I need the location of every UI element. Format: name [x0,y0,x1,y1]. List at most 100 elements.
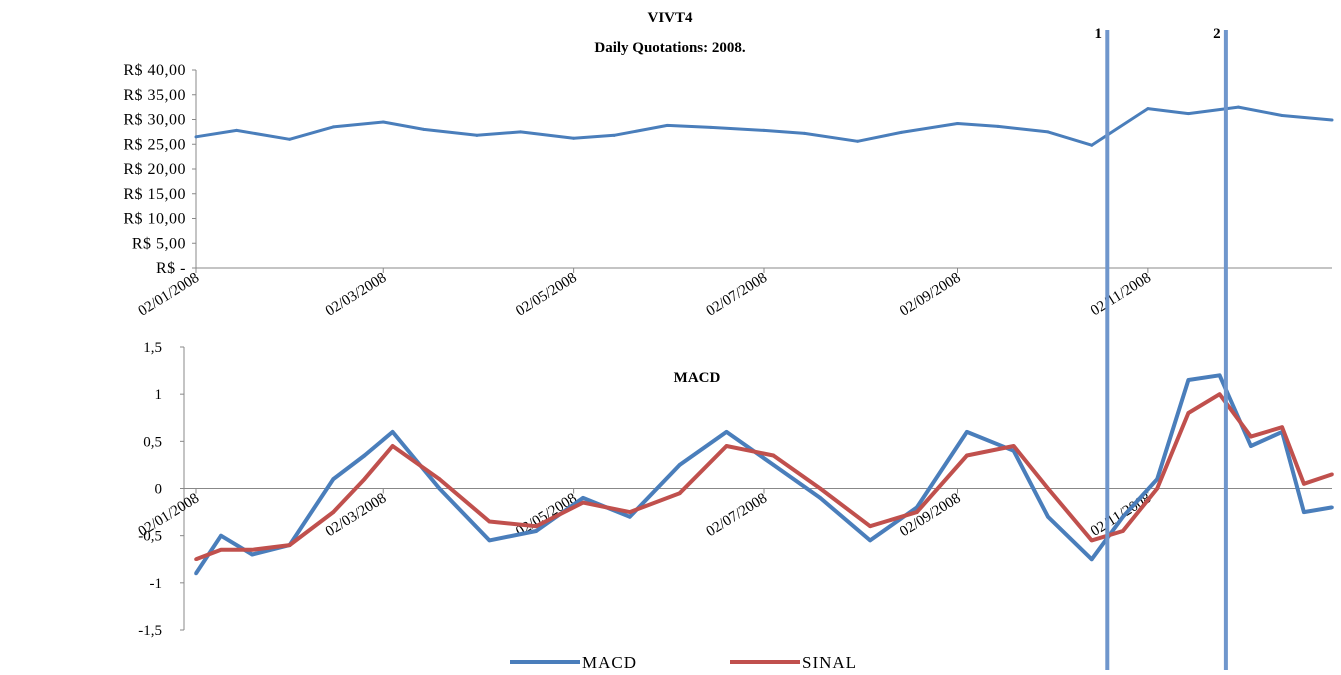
macd-point [362,453,367,458]
chart-title: VIVT4 [647,10,693,26]
macd-point [1217,373,1222,378]
price-point [572,136,576,140]
price-point [1236,105,1240,109]
sinal-point [1249,434,1253,439]
sinal-point [1186,411,1191,415]
macd-point [771,463,776,467]
macd-point [628,515,632,519]
macd-series-line [194,373,1333,575]
price-point [331,125,335,129]
top-y-tick-label: R$ 35,00 [123,87,186,104]
price-point [1046,130,1050,134]
legend-label-macd: MACD [582,653,637,670]
macd-point [677,463,682,467]
bottom-y-tick-label: -0,5 [138,529,162,545]
chart-subtitle: Daily Quotations: 2008. [594,40,746,56]
top-x-tick-label: 02/01/2008 [136,270,202,320]
macd-point [437,486,442,491]
price-point [1280,114,1284,118]
macd-point [534,529,538,533]
bottom-x-tick-label: 02/01/2008 [136,490,202,540]
top-x-tick-label: 02/11/2008 [1088,270,1154,319]
price-point [709,125,713,129]
sinal-point [628,510,632,514]
bottom-y-tick-label: -1 [150,576,163,592]
macd-point [1046,515,1050,519]
sinal-point [287,543,292,547]
price-point [1186,112,1190,116]
sinal-point [1011,444,1016,448]
macd-point [194,571,198,576]
bottom-x-tick-label: 02/07/2008 [704,490,770,540]
sinal-point [437,477,442,481]
sinal-point [1302,481,1306,486]
sinal-point [331,510,336,514]
price-point [1146,107,1150,111]
price-point [996,124,1000,128]
macd-point [818,496,822,500]
sinal-point [818,486,822,491]
sinal-point [487,519,492,524]
sinal-point [677,491,682,496]
price-series-line [195,105,1333,147]
top-y-tick-label: R$ - [156,260,186,277]
macd-point [1186,378,1191,382]
macd-title: MACD [674,370,721,386]
top-y-tick-label: R$ 10,00 [123,211,186,228]
price-point [422,127,426,131]
macd-point [487,538,492,543]
sinal-point [868,524,872,529]
top-y-tick-label: R$ 40,00 [123,62,186,79]
bottom-y-tick-label: 0 [155,482,163,498]
bottom-y-tick-label: -1,5 [138,623,162,639]
price-point [612,133,616,137]
price-point [519,130,523,134]
price-point [803,131,807,135]
top-y-tick-label: R$ 5,00 [132,235,186,252]
bottom-y-tick-label: 1 [155,387,163,403]
bottom-y-tick-label: 0,5 [143,434,162,450]
top-x-tick-label: 02/05/2008 [513,270,579,320]
legend-label-sinal: SINAL [802,653,857,670]
sinal-point [219,548,223,552]
sinal-point [250,548,254,552]
sinal-series-line [195,392,1333,562]
macd-point [1089,557,1094,562]
sinal-point [1121,529,1125,533]
bottom-y-tick-label: 1,5 [143,340,162,356]
marker-label-1: 1 [1095,26,1103,42]
macd-point [965,430,969,434]
price-point [194,135,198,139]
sinal-point [534,524,538,529]
macd-point [219,533,223,538]
price-point [955,121,959,125]
price-point [762,128,766,132]
price-point [381,120,385,124]
macd-point [331,477,336,481]
sinal-point [1089,538,1094,543]
sinal-point [390,444,395,448]
price-point [1090,143,1094,147]
sinal-point [362,477,367,481]
sinal-point [194,557,198,562]
macd-point [1302,510,1306,514]
top-y-tick-label: R$ 30,00 [123,112,186,129]
macd-point [390,430,395,434]
macd-point [250,552,254,557]
price-point [475,133,479,137]
macd-point [868,538,872,543]
price-point [899,130,903,134]
top-x-tick-label: 02/03/2008 [323,270,389,320]
sinal-point [915,510,919,514]
sinal-point [771,453,776,458]
macd-point [1330,505,1334,510]
macd-point [1155,477,1160,481]
sinal-point [1280,425,1284,429]
top-x-tick-label: 02/09/2008 [897,270,963,320]
price-point [665,123,669,127]
price-point [856,139,860,143]
sinal-point [1217,392,1222,396]
sinal-point [1155,486,1160,491]
